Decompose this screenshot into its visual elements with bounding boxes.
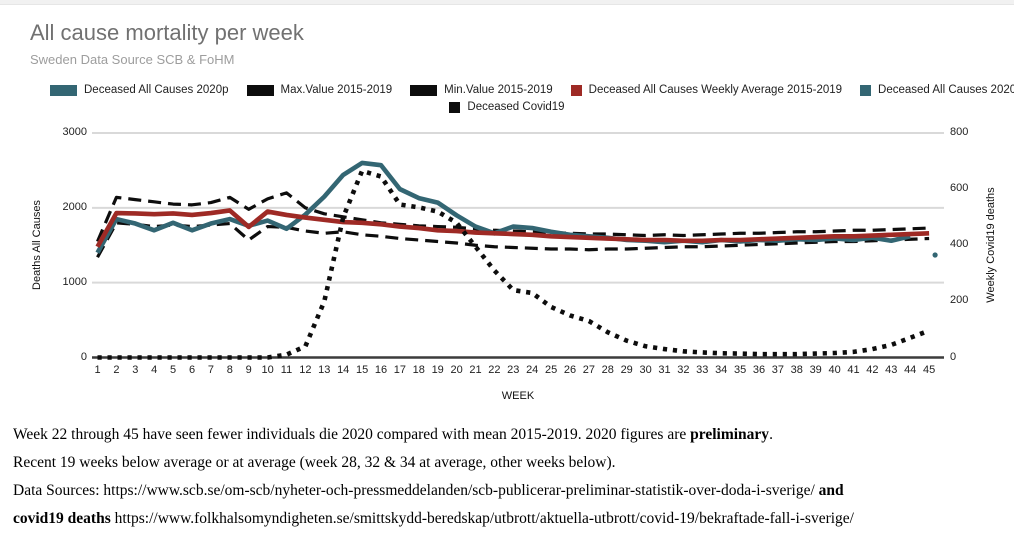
week-tick: 16 — [374, 364, 388, 376]
week-tick: 12 — [299, 364, 312, 376]
series-line-deceased-all-causes-weekly-average-2015-2019 — [95, 208, 930, 248]
right-axis-tick: 0 — [950, 350, 957, 363]
footer-text: . — [769, 426, 773, 443]
week-tick: 44 — [904, 364, 917, 376]
week-tick: 13 — [318, 364, 331, 376]
week-tick: 2 — [113, 364, 120, 376]
legend-label: Deceased Covid19 — [467, 101, 565, 113]
week-tick: 21 — [469, 364, 482, 376]
week-tick: 33 — [696, 364, 709, 376]
week-tick: 15 — [355, 364, 369, 376]
left-axis-tick: 0 — [80, 350, 87, 363]
week-tick: 37 — [771, 364, 785, 376]
week-tick: 35 — [733, 364, 747, 376]
week-tick: 43 — [885, 364, 898, 376]
week-tick: 10 — [261, 364, 274, 376]
series-line-max-value-2015-2019 — [96, 191, 930, 243]
week-tick: 20 — [450, 364, 463, 376]
week-tick: 30 — [639, 364, 652, 376]
week-tick: 23 — [507, 364, 520, 376]
series-line-min-value-2015-2019 — [96, 221, 930, 258]
legend-item: Deceased All Causes 2020 — [860, 84, 1014, 96]
left-axis-tick: 3000 — [62, 126, 87, 138]
legend-label: Deceased All Causes 2020 — [878, 84, 1014, 96]
week-tick: 9 — [245, 364, 252, 376]
right-axis-tick: 200 — [950, 294, 969, 307]
legend-item: Deceased All Causes Weekly Average 2015-… — [570, 84, 843, 96]
legend-swatch — [410, 84, 438, 96]
week-tick: 5 — [170, 364, 177, 376]
week-tick: 17 — [393, 364, 407, 376]
legend-swatch — [570, 84, 582, 96]
right-axis-tick: 800 — [950, 126, 969, 138]
right-axis-tick: 600 — [950, 182, 969, 195]
footer-bold-text: preliminary — [690, 426, 770, 443]
legend-item: Deceased Covid19 — [449, 101, 565, 113]
week-tick: 11 — [280, 364, 293, 376]
top-border-strip — [0, 0, 1014, 5]
week-tick: 42 — [866, 364, 879, 376]
legend-item: Max.Value 2015-2019 — [246, 84, 393, 96]
week-tick: 14 — [337, 364, 350, 376]
week-tick: 28 — [601, 364, 614, 376]
week-tick: 41 — [847, 364, 860, 376]
right-axis-title: Weekly Covid19 deaths — [985, 187, 997, 303]
week-tick: 45 — [922, 364, 936, 376]
week-tick: 39 — [809, 364, 822, 376]
week-tick: 32 — [677, 364, 690, 376]
legend-item: Min.Value 2015-2019 — [410, 84, 553, 96]
legend-label: Max.Value 2015-2019 — [280, 84, 393, 96]
legend-swatch — [50, 84, 77, 96]
legend-label: Min.Value 2015-2019 — [444, 84, 553, 96]
right-axis-tick: 400 — [950, 238, 969, 251]
week-tick: 38 — [790, 364, 803, 376]
left-axis-tick: 2000 — [62, 200, 87, 213]
legend-row-2: Deceased Covid19 — [0, 101, 1014, 113]
week-tick: 6 — [188, 364, 196, 376]
legend-swatch — [449, 101, 461, 113]
week-tick: 22 — [488, 364, 501, 376]
week-tick: 27 — [582, 364, 596, 376]
footer-text: Data Sources: https://www.scb.se/om-scb/… — [13, 482, 819, 499]
week-tick: 18 — [412, 364, 425, 376]
page-title: All cause mortality per week — [30, 20, 304, 45]
footer-text: Recent 19 weeks below average or at aver… — [13, 454, 616, 471]
footer-text: Week 22 through 45 have seen fewer indiv… — [13, 426, 691, 443]
week-tick: 29 — [620, 364, 633, 376]
week-tick: 24 — [526, 364, 539, 376]
x-axis-title: WEEK — [501, 390, 535, 402]
footer-text: https://www.folkhalsomyndigheten.se/smit… — [110, 510, 854, 527]
page-subtitle: Sweden Data Source SCB & FoHM — [30, 52, 235, 67]
week-tick: 19 — [431, 364, 444, 376]
footer-line: Recent 19 weeks below average or at aver… — [13, 449, 1003, 477]
footer-line: Week 22 through 45 have seen fewer indiv… — [13, 421, 1003, 449]
week-tick: 25 — [544, 364, 558, 376]
footer-line: Data Sources: https://www.scb.se/om-scb/… — [13, 477, 1003, 505]
week-tick: 7 — [207, 364, 214, 376]
week-tick: 31 — [658, 364, 671, 376]
week-tick: 40 — [828, 364, 841, 376]
legend-label: Deceased All Causes 2020p — [84, 84, 229, 96]
footer-bold-text: and — [818, 482, 844, 499]
footer-bold-text: covid19 deaths — [13, 510, 111, 527]
footer-line: covid19 deaths https://www.folkhalsomynd… — [13, 505, 1003, 533]
left-axis-title: Deaths All Causes — [31, 200, 43, 290]
legend-item: Deceased All Causes 2020p — [50, 84, 229, 96]
point-deceased-all-causes-2020p — [932, 252, 938, 258]
left-axis-tick: 1000 — [62, 275, 87, 288]
week-tick: 4 — [151, 364, 158, 376]
week-tick: 36 — [752, 364, 766, 376]
legend-label: Deceased All Causes Weekly Average 2015-… — [588, 84, 843, 96]
week-tick: 1 — [94, 364, 101, 376]
week-tick: 34 — [715, 364, 728, 376]
legend-swatch — [860, 84, 872, 96]
week-tick: 26 — [563, 364, 577, 376]
series-line-deceased-covid19 — [97, 168, 930, 360]
week-tick: 8 — [226, 364, 233, 376]
week-tick: 3 — [132, 364, 139, 376]
legend-row-1: Deceased All Causes 2020p Max.Value 2015-… — [50, 84, 1014, 96]
footer-notes: Week 22 through 45 have seen fewer indiv… — [13, 421, 1003, 533]
legend-swatch — [246, 84, 274, 96]
